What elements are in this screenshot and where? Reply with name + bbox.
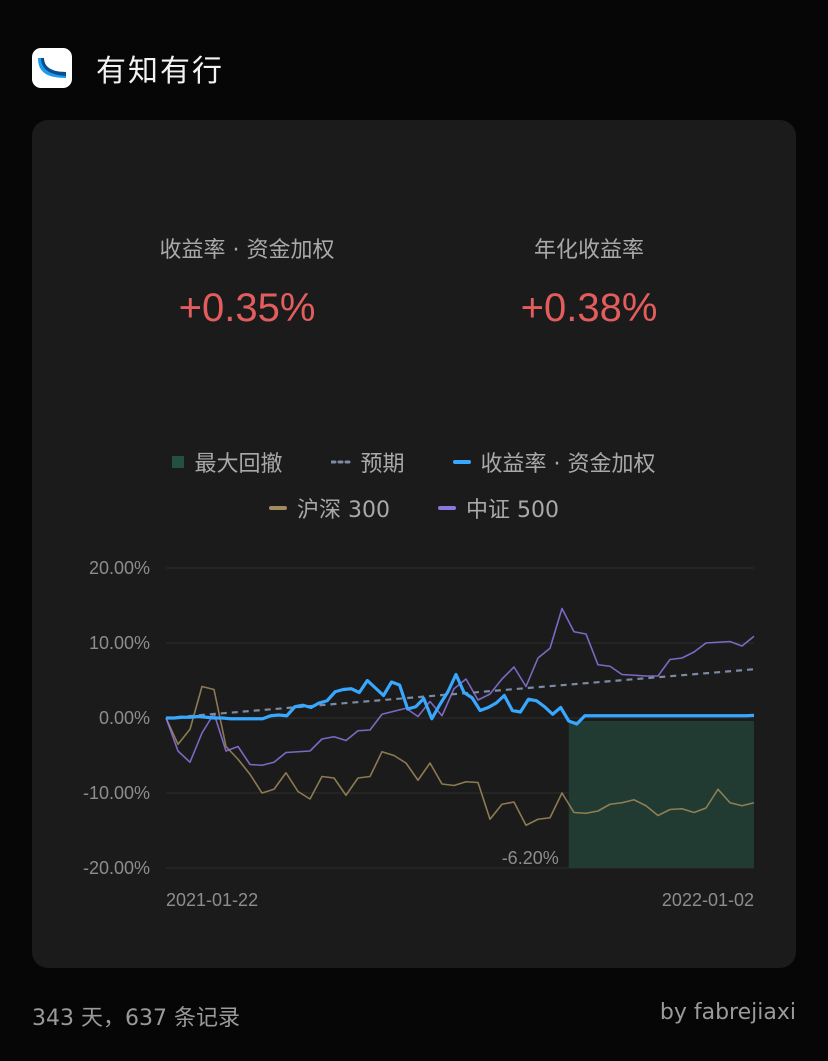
record-summary: 343 天，637 条记录: [32, 1006, 240, 1031]
app-header: 有知有行: [32, 48, 224, 89]
legend-label: 预期: [360, 452, 405, 477]
line-swatch-icon: [452, 460, 471, 464]
author-credit: by fabrejiaxi: [659, 1000, 796, 1025]
weighted-return-stat: 收益率 · 资金加权 +0.35%: [82, 232, 412, 331]
max-drawdown-region: [568, 721, 754, 868]
y-tick-label: -20.00%: [83, 858, 150, 878]
line-swatch-icon: [438, 506, 456, 510]
y-tick-label: 20.00%: [89, 558, 150, 578]
line-swatch-icon: [269, 506, 287, 510]
legend-label: 沪深 300: [297, 498, 390, 523]
legend-csi500[interactable]: 中证 500: [438, 492, 559, 524]
legend-label: 最大回撤: [194, 452, 283, 477]
x-tick-label: 2021-01-22: [166, 890, 258, 910]
annualized-return-label: 年化收益率: [533, 238, 644, 263]
legend-weighted-return[interactable]: 收益率 · 资金加权: [452, 446, 656, 478]
legend-label: 收益率 · 资金加权: [480, 452, 656, 477]
legend-expected[interactable]: 预期: [330, 446, 405, 478]
y-tick-label: 0.00%: [99, 708, 150, 728]
app-title: 有知有行: [96, 54, 224, 89]
weighted-return-label: 收益率 · 资金加权: [159, 238, 335, 263]
annualized-return-stat: 年化收益率 +0.38%: [424, 232, 754, 331]
legend-csi300[interactable]: 沪深 300: [269, 492, 390, 524]
legend-row-1: 最大回撤 预期 收益率 · 资金加权: [32, 446, 796, 478]
returns-chart[interactable]: 20.00% 10.00% 0.00% -10.00% -20.00% 2021-01-2…: [32, 550, 796, 920]
dotted-line-swatch-icon: [330, 460, 351, 464]
y-tick-label: 10.00%: [89, 633, 150, 653]
legend-row-2: 沪深 300 中证 500: [32, 492, 796, 524]
weighted-return-line: [166, 672, 755, 726]
weighted-return-value: +0.35%: [178, 286, 316, 330]
annualized-return-value: +0.38%: [520, 286, 658, 330]
drawdown-label: -6.20%: [502, 848, 559, 868]
expected-line: [165, 668, 755, 720]
legend-label: 中证 500: [466, 498, 559, 523]
x-tick-label: 2022-01-02: [662, 890, 754, 910]
app-logo-icon: [32, 48, 72, 88]
csi300-line: [165, 685, 755, 827]
legend-max-drawdown[interactable]: 最大回撤: [172, 446, 283, 478]
square-swatch-icon: [172, 456, 185, 468]
stats-card: 收益率 · 资金加权 +0.35% 年化收益率 +0.38% 最大回撤 预期 收…: [32, 120, 796, 968]
y-tick-label: -10.00%: [83, 783, 150, 803]
